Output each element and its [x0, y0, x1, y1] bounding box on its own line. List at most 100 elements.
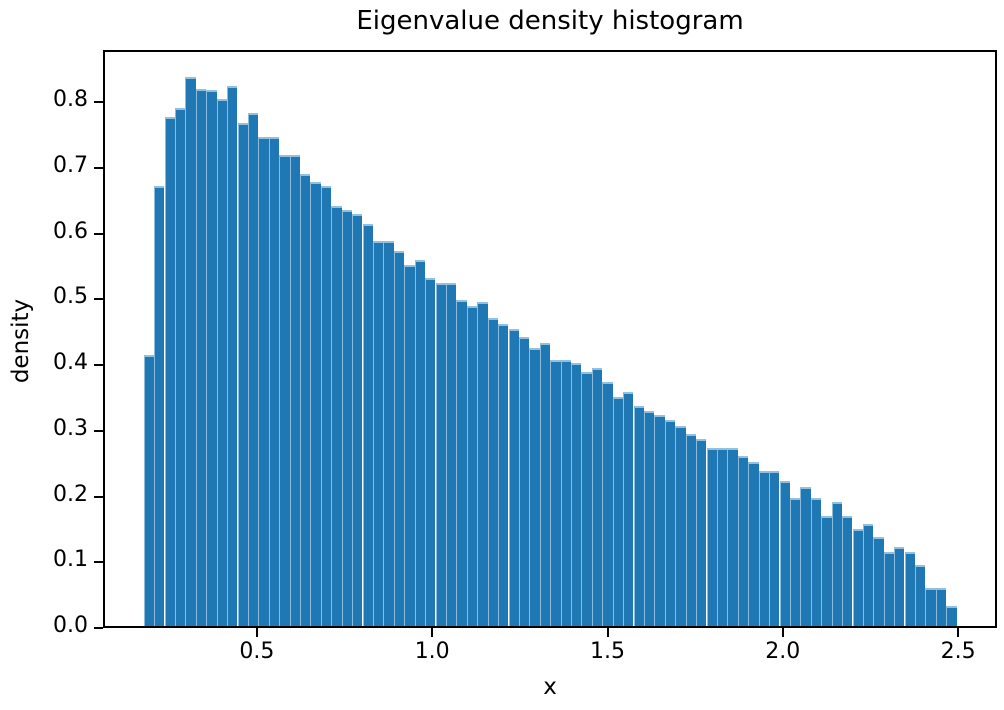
- histogram-bar: [247, 113, 259, 626]
- y-tick-label: 0.6: [53, 218, 88, 244]
- histogram-bar: [560, 359, 571, 626]
- histogram-bar: [352, 214, 363, 626]
- histogram-bar: [154, 186, 165, 626]
- histogram-bar: [696, 438, 707, 626]
- chart-title: Eigenvalue density histogram: [356, 6, 744, 36]
- histogram-bar: [748, 461, 759, 626]
- histogram-bar: [206, 90, 217, 626]
- histogram-bar: [393, 251, 405, 626]
- histogram-bar: [331, 205, 342, 626]
- histogram-bar: [310, 182, 321, 626]
- histogram-bar: [456, 299, 467, 626]
- histogram-bar: [435, 282, 446, 626]
- histogram-bar: [685, 434, 697, 626]
- histogram-bar: [362, 224, 373, 626]
- histogram-bar: [498, 324, 509, 626]
- x-axis-label: x: [543, 674, 557, 700]
- y-axis-label: density: [8, 298, 34, 384]
- histogram-bar: [602, 382, 613, 626]
- histogram-bar: [258, 136, 269, 626]
- histogram-bar: [581, 372, 592, 626]
- histogram-bar: [268, 136, 280, 626]
- histogram-bar: [414, 259, 426, 626]
- y-tick-mark: [94, 100, 103, 103]
- y-tick-mark: [94, 561, 103, 564]
- y-tick-label: 0.1: [53, 547, 88, 573]
- histogram-bar: [904, 551, 915, 626]
- histogram-bar: [300, 173, 311, 626]
- histogram-bar: [883, 551, 895, 626]
- x-tick-mark: [957, 628, 960, 637]
- histogram-bar: [758, 470, 769, 626]
- histogram-bar: [185, 77, 196, 626]
- histogram-bar: [508, 328, 519, 626]
- histogram-bar: [873, 537, 884, 626]
- x-tick-label: 0.5: [239, 639, 275, 664]
- histogram-bar: [675, 426, 686, 626]
- histogram-bar: [915, 564, 926, 626]
- histogram-bar: [174, 107, 186, 626]
- y-tick-mark: [94, 364, 103, 366]
- histogram-bar: [289, 155, 300, 626]
- histogram-bar: [612, 397, 624, 626]
- histogram-bar: [633, 406, 644, 626]
- x-tick-label: 1.0: [414, 639, 450, 664]
- histogram-bar: [789, 497, 801, 626]
- x-tick-label: 1.5: [590, 639, 625, 664]
- histogram-bar: [373, 241, 384, 626]
- histogram-bar: [644, 411, 655, 626]
- histogram-bar: [831, 501, 842, 626]
- y-tick-mark: [94, 298, 103, 301]
- x-tick-mark: [255, 628, 258, 637]
- x-tick-mark: [606, 628, 609, 637]
- histogram-bar: [591, 368, 603, 626]
- histogram-bar: [571, 363, 582, 626]
- histogram-bar: [539, 342, 551, 626]
- histogram-bar: [779, 480, 790, 626]
- histogram-bar: [664, 419, 676, 626]
- y-tick-mark: [94, 495, 103, 498]
- histogram-bar: [383, 241, 394, 626]
- x-tick-mark: [781, 628, 784, 637]
- y-tick-label: 0.2: [53, 481, 88, 507]
- histogram-bar: [821, 515, 832, 626]
- histogram-bar: [227, 86, 238, 626]
- histogram-bar: [706, 447, 717, 626]
- y-tick-mark: [94, 627, 103, 629]
- x-tick-label: 2.0: [765, 639, 801, 664]
- histogram-bar: [623, 391, 634, 626]
- y-tick-label: 0.4: [53, 350, 88, 375]
- histogram-bar: [935, 587, 947, 626]
- y-tick-label: 0.5: [53, 284, 88, 310]
- histogram-bar: [425, 278, 436, 626]
- histogram-bar: [737, 456, 749, 626]
- histogram-bar: [466, 305, 478, 626]
- histogram-bar: [529, 347, 540, 626]
- y-tick-mark: [94, 429, 103, 432]
- histogram-bar: [946, 605, 957, 626]
- histogram-bar: [279, 155, 290, 626]
- histogram-bar: [341, 210, 353, 626]
- histogram-bar: [216, 98, 227, 626]
- histogram-bar: [237, 123, 248, 626]
- y-tick-label: 0.3: [53, 415, 88, 441]
- histogram-bar: [195, 88, 207, 626]
- y-tick-label: 0.7: [53, 152, 88, 178]
- histogram-bar: [842, 515, 853, 626]
- y-tick-mark: [94, 232, 103, 235]
- histogram-bar: [143, 355, 155, 626]
- histogram-bar: [404, 265, 415, 626]
- histogram-bar: [487, 318, 498, 626]
- histogram-bar: [862, 524, 874, 626]
- histogram-bar: [810, 497, 822, 626]
- histogram-bar: [320, 186, 332, 626]
- histogram-bar: [518, 337, 530, 626]
- histogram-bar: [894, 546, 905, 626]
- histogram-bar: [852, 528, 863, 626]
- x-tick-label: 2.5: [940, 639, 976, 664]
- histogram-bar: [800, 487, 811, 626]
- x-tick-mark: [431, 628, 434, 637]
- histogram-bar: [164, 117, 175, 626]
- y-tick-label: 0.8: [53, 86, 88, 112]
